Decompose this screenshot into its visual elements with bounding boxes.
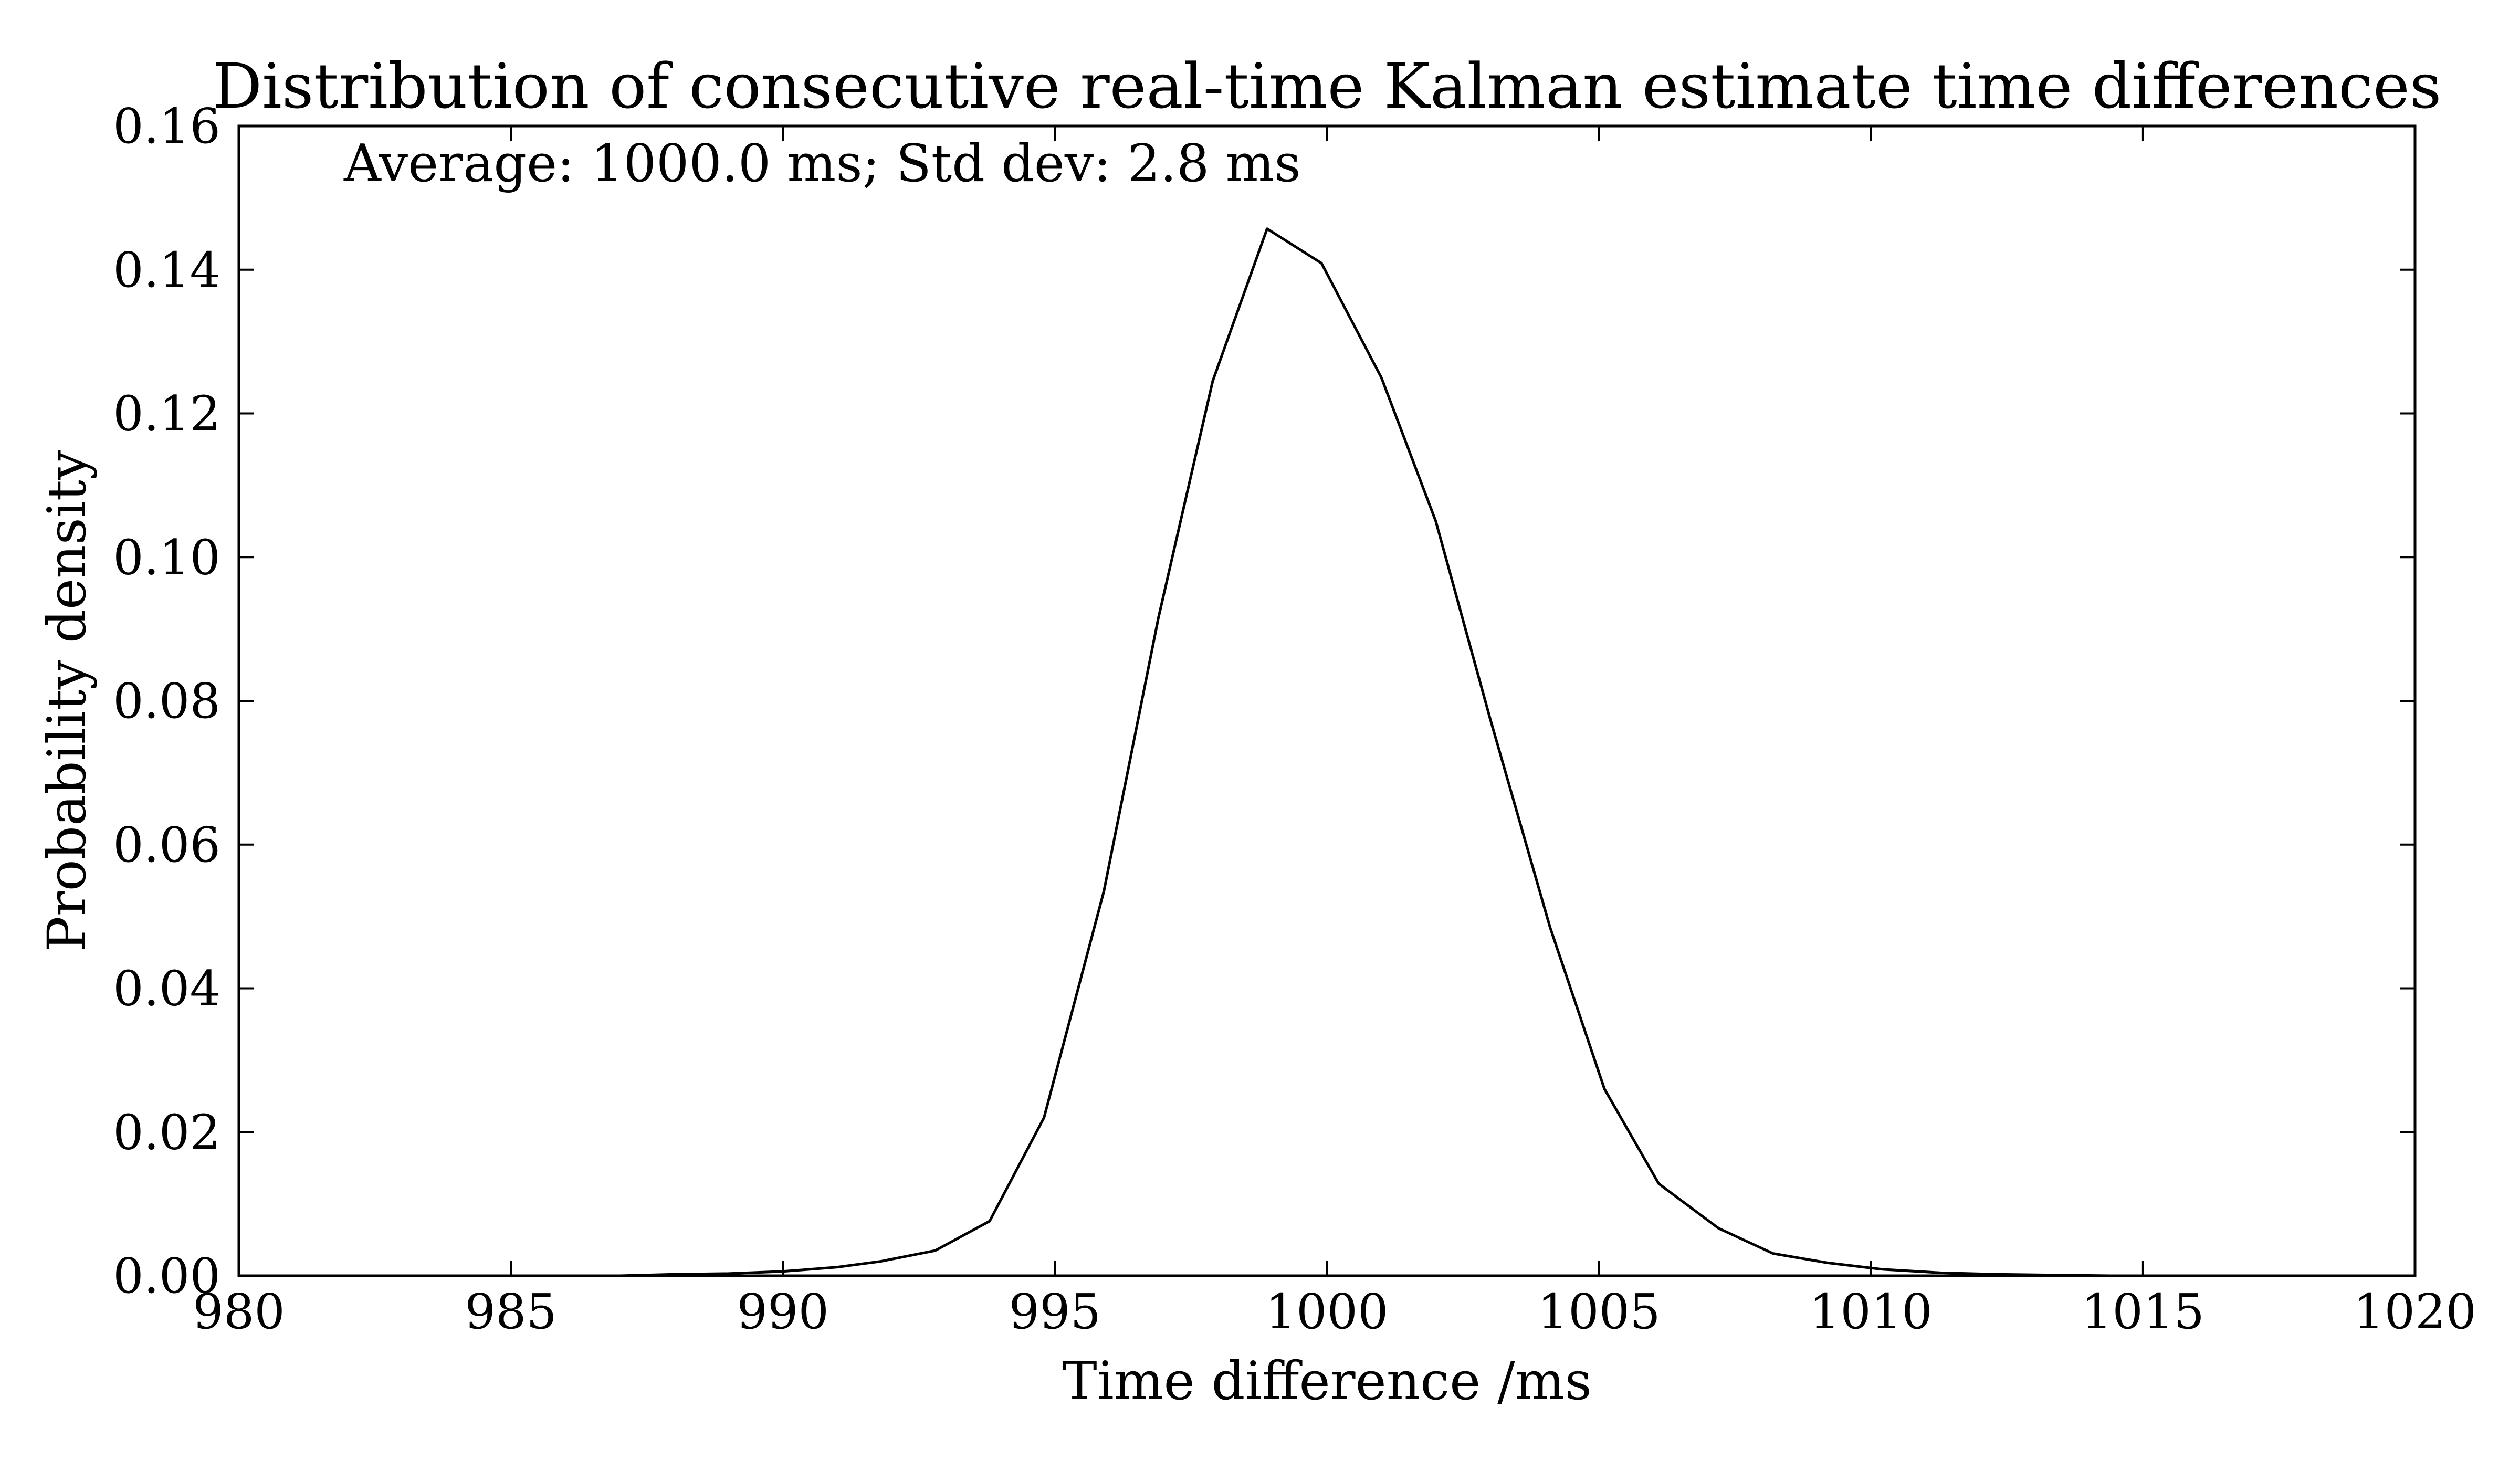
- y-tick-label: 0.10: [113, 529, 220, 585]
- y-tick-label: 0.00: [113, 1248, 220, 1304]
- x-tick-label: 990: [737, 1284, 829, 1340]
- x-tick-label: 995: [1009, 1284, 1101, 1340]
- x-tick-label: 1005: [1538, 1284, 1661, 1340]
- x-tick-label: 1020: [2354, 1284, 2476, 1340]
- x-tick-label: 1000: [1265, 1284, 1388, 1340]
- x-tick-label: 985: [465, 1284, 557, 1340]
- x-tick-label: 980: [193, 1284, 285, 1340]
- y-tick-label: 0.04: [113, 961, 220, 1017]
- chart-title: Distribution of consecutive real-time Ka…: [213, 50, 2442, 122]
- y-axis-label: Probability density: [36, 450, 98, 951]
- density-line: [402, 227, 2388, 1277]
- ticks-layer: 980 985 990 995 1000 1005 1010 1015 1020 0.00 0.02…: [113, 98, 2476, 1340]
- y-tick-label: 0.16: [113, 98, 220, 154]
- y-tick-label: 0.02: [113, 1104, 220, 1160]
- y-tick-label: 0.14: [113, 242, 220, 298]
- y-tick-label: 0.06: [113, 817, 220, 873]
- y-tick-label: 0.12: [113, 386, 220, 442]
- x-tick-label: 1015: [2082, 1284, 2204, 1340]
- x-tick-label: 1010: [1810, 1284, 1933, 1340]
- y-tick-label: 0.08: [113, 673, 220, 729]
- stats-annotation: Average: 1000.0 ms; Std dev: 2.8 ms: [343, 134, 1301, 194]
- x-axis-label: Time difference /ms: [1062, 1350, 1592, 1412]
